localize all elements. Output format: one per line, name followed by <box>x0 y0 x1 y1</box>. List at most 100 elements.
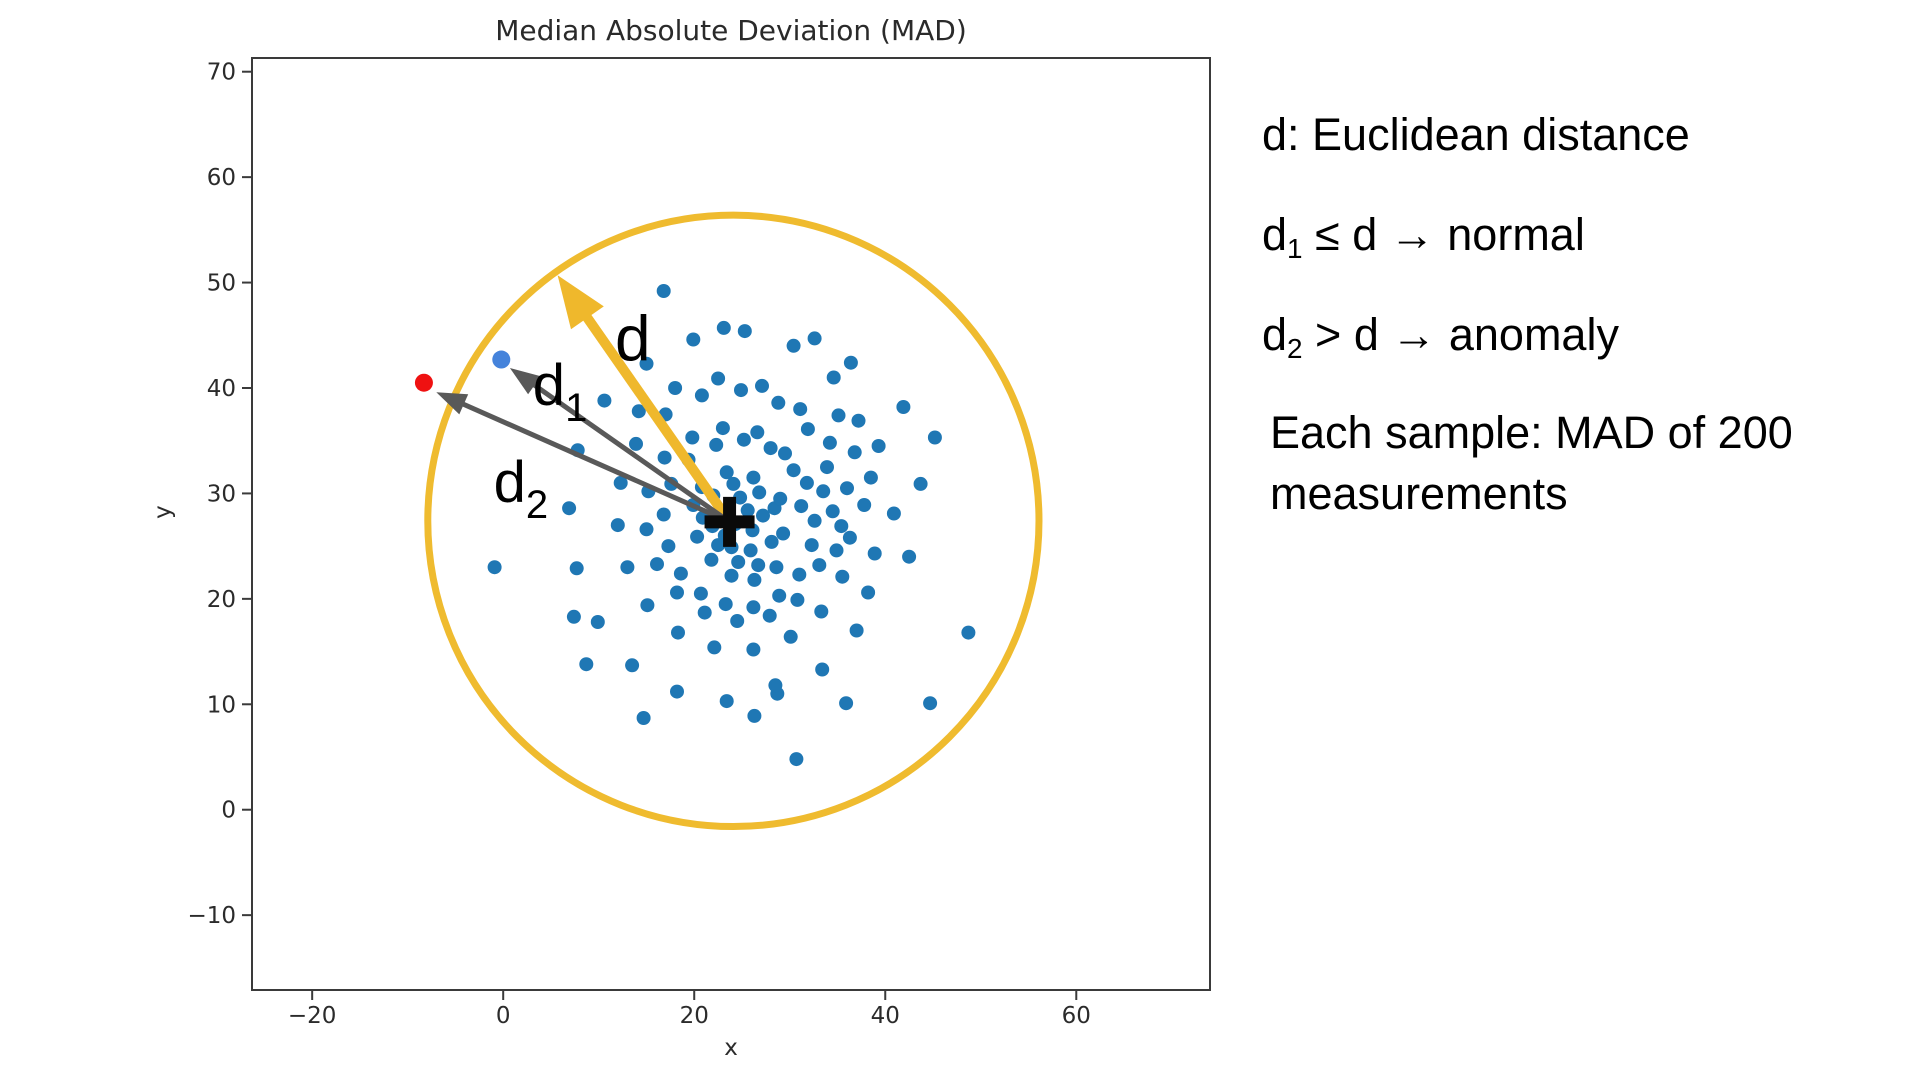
scatter-point <box>807 331 822 346</box>
scatter-point <box>631 404 646 419</box>
d1-arrow-shaft <box>529 380 732 524</box>
note-anomaly-rule: d2 > d → anomaly <box>1262 304 1619 365</box>
note-anomaly-rest: > d → anomaly <box>1302 309 1619 360</box>
y-tick-label: 50 <box>207 271 236 297</box>
scatter-point <box>800 422 815 437</box>
scatter-point <box>690 529 705 544</box>
scatter-point <box>670 585 684 600</box>
scatter-point <box>825 504 840 519</box>
scatter-point <box>927 430 942 445</box>
y-tick-label: −10 <box>187 903 236 929</box>
note-sample: Each sample: MAD of 200 measurements <box>1270 402 1830 524</box>
scatter-point <box>724 568 739 583</box>
scatter-point <box>863 470 878 485</box>
d-arrow-shaft <box>580 311 734 525</box>
note-anomaly-base: d <box>1262 309 1288 360</box>
y-tick-label: 30 <box>207 481 236 507</box>
x-tick-label: 40 <box>871 1003 900 1029</box>
scatter-point <box>562 501 577 516</box>
scatter-point <box>790 592 805 607</box>
scatter-point <box>843 355 858 370</box>
scatter-point <box>778 446 792 461</box>
scatter-point <box>812 558 827 573</box>
scatter-point <box>715 421 730 436</box>
scatter-point <box>661 539 676 554</box>
scatter-point <box>636 711 651 725</box>
y-tick-label: 0 <box>221 798 236 824</box>
scatter-point <box>792 567 807 582</box>
distance-label-d2: d2 <box>494 450 549 527</box>
scatter-point <box>711 371 726 386</box>
scatter-point <box>487 560 502 575</box>
scatter-point <box>835 569 850 584</box>
scatter-point <box>755 378 769 393</box>
scatter-point <box>597 393 612 408</box>
scatter-point <box>736 432 751 447</box>
scatter-point <box>747 572 762 587</box>
y-tick-label: 20 <box>207 587 236 613</box>
scatter-point <box>673 566 688 581</box>
scatter-point <box>671 625 685 640</box>
scatter-point <box>831 408 846 423</box>
y-tick-label: 40 <box>207 376 236 402</box>
scatter-point <box>746 600 761 615</box>
scatter-point <box>867 546 882 561</box>
scatter-point <box>786 338 801 353</box>
scatter-point <box>590 615 605 629</box>
scatter-point <box>629 436 643 451</box>
scatter-point <box>737 324 752 339</box>
scatter-point <box>923 696 938 711</box>
median-center-marker <box>704 496 755 547</box>
x-tick-label: −20 <box>288 1003 337 1029</box>
scatter-point <box>804 538 819 553</box>
scatter-point <box>871 439 886 453</box>
scatter-point <box>783 629 798 644</box>
scatter-point <box>857 498 872 512</box>
scatter-point <box>657 450 672 465</box>
distance-label-d: d <box>615 303 651 375</box>
scatter-point <box>786 463 801 478</box>
scatter-point <box>771 395 786 410</box>
scatter-layer <box>487 284 976 767</box>
scatter-point <box>694 388 709 403</box>
scatter-point <box>743 543 758 558</box>
scatter-point <box>746 642 761 657</box>
scatter-point <box>569 561 584 576</box>
scatter-point <box>747 708 762 723</box>
note-normal-sub: 1 <box>1287 232 1303 264</box>
scatter-point <box>793 402 808 417</box>
scatter-point <box>902 549 917 564</box>
note-normal-rest: ≤ d → normal <box>1302 209 1585 260</box>
scatter-point <box>861 585 876 600</box>
scatter-point <box>704 552 719 567</box>
scatter-point <box>913 476 928 491</box>
y-axis-label: y <box>150 505 176 519</box>
scatter-point <box>834 519 849 534</box>
normal-sample-point <box>492 350 511 369</box>
scatter-point <box>693 586 708 601</box>
scatter-point <box>773 491 788 506</box>
scatter-point <box>815 662 830 677</box>
scatter-point <box>807 513 822 528</box>
scatter-point <box>610 518 625 533</box>
note-sample-text: Each sample: MAD of 200 measurements <box>1270 407 1793 520</box>
scatter-point <box>656 284 671 298</box>
scatter-point <box>731 555 746 569</box>
d1-arrow-head <box>509 368 541 395</box>
scatter-point <box>762 608 777 623</box>
scatter-point <box>776 526 791 541</box>
y-tick-label: 70 <box>207 60 236 86</box>
scatter-point <box>579 657 594 672</box>
scatter-point <box>756 508 770 523</box>
scatter-point <box>650 557 664 572</box>
d2-arrow-head <box>436 392 469 415</box>
scatter-point <box>842 530 857 545</box>
scatter-point <box>768 678 783 693</box>
d-arrow-head <box>557 275 604 330</box>
distance-label-d1: d1 <box>533 353 588 430</box>
scatter-point <box>764 534 779 549</box>
scatter-point <box>718 597 733 612</box>
plot-area <box>251 57 1211 991</box>
scatter-point <box>685 430 700 445</box>
note-euclidean-text: d: Euclidean distance <box>1262 109 1690 160</box>
